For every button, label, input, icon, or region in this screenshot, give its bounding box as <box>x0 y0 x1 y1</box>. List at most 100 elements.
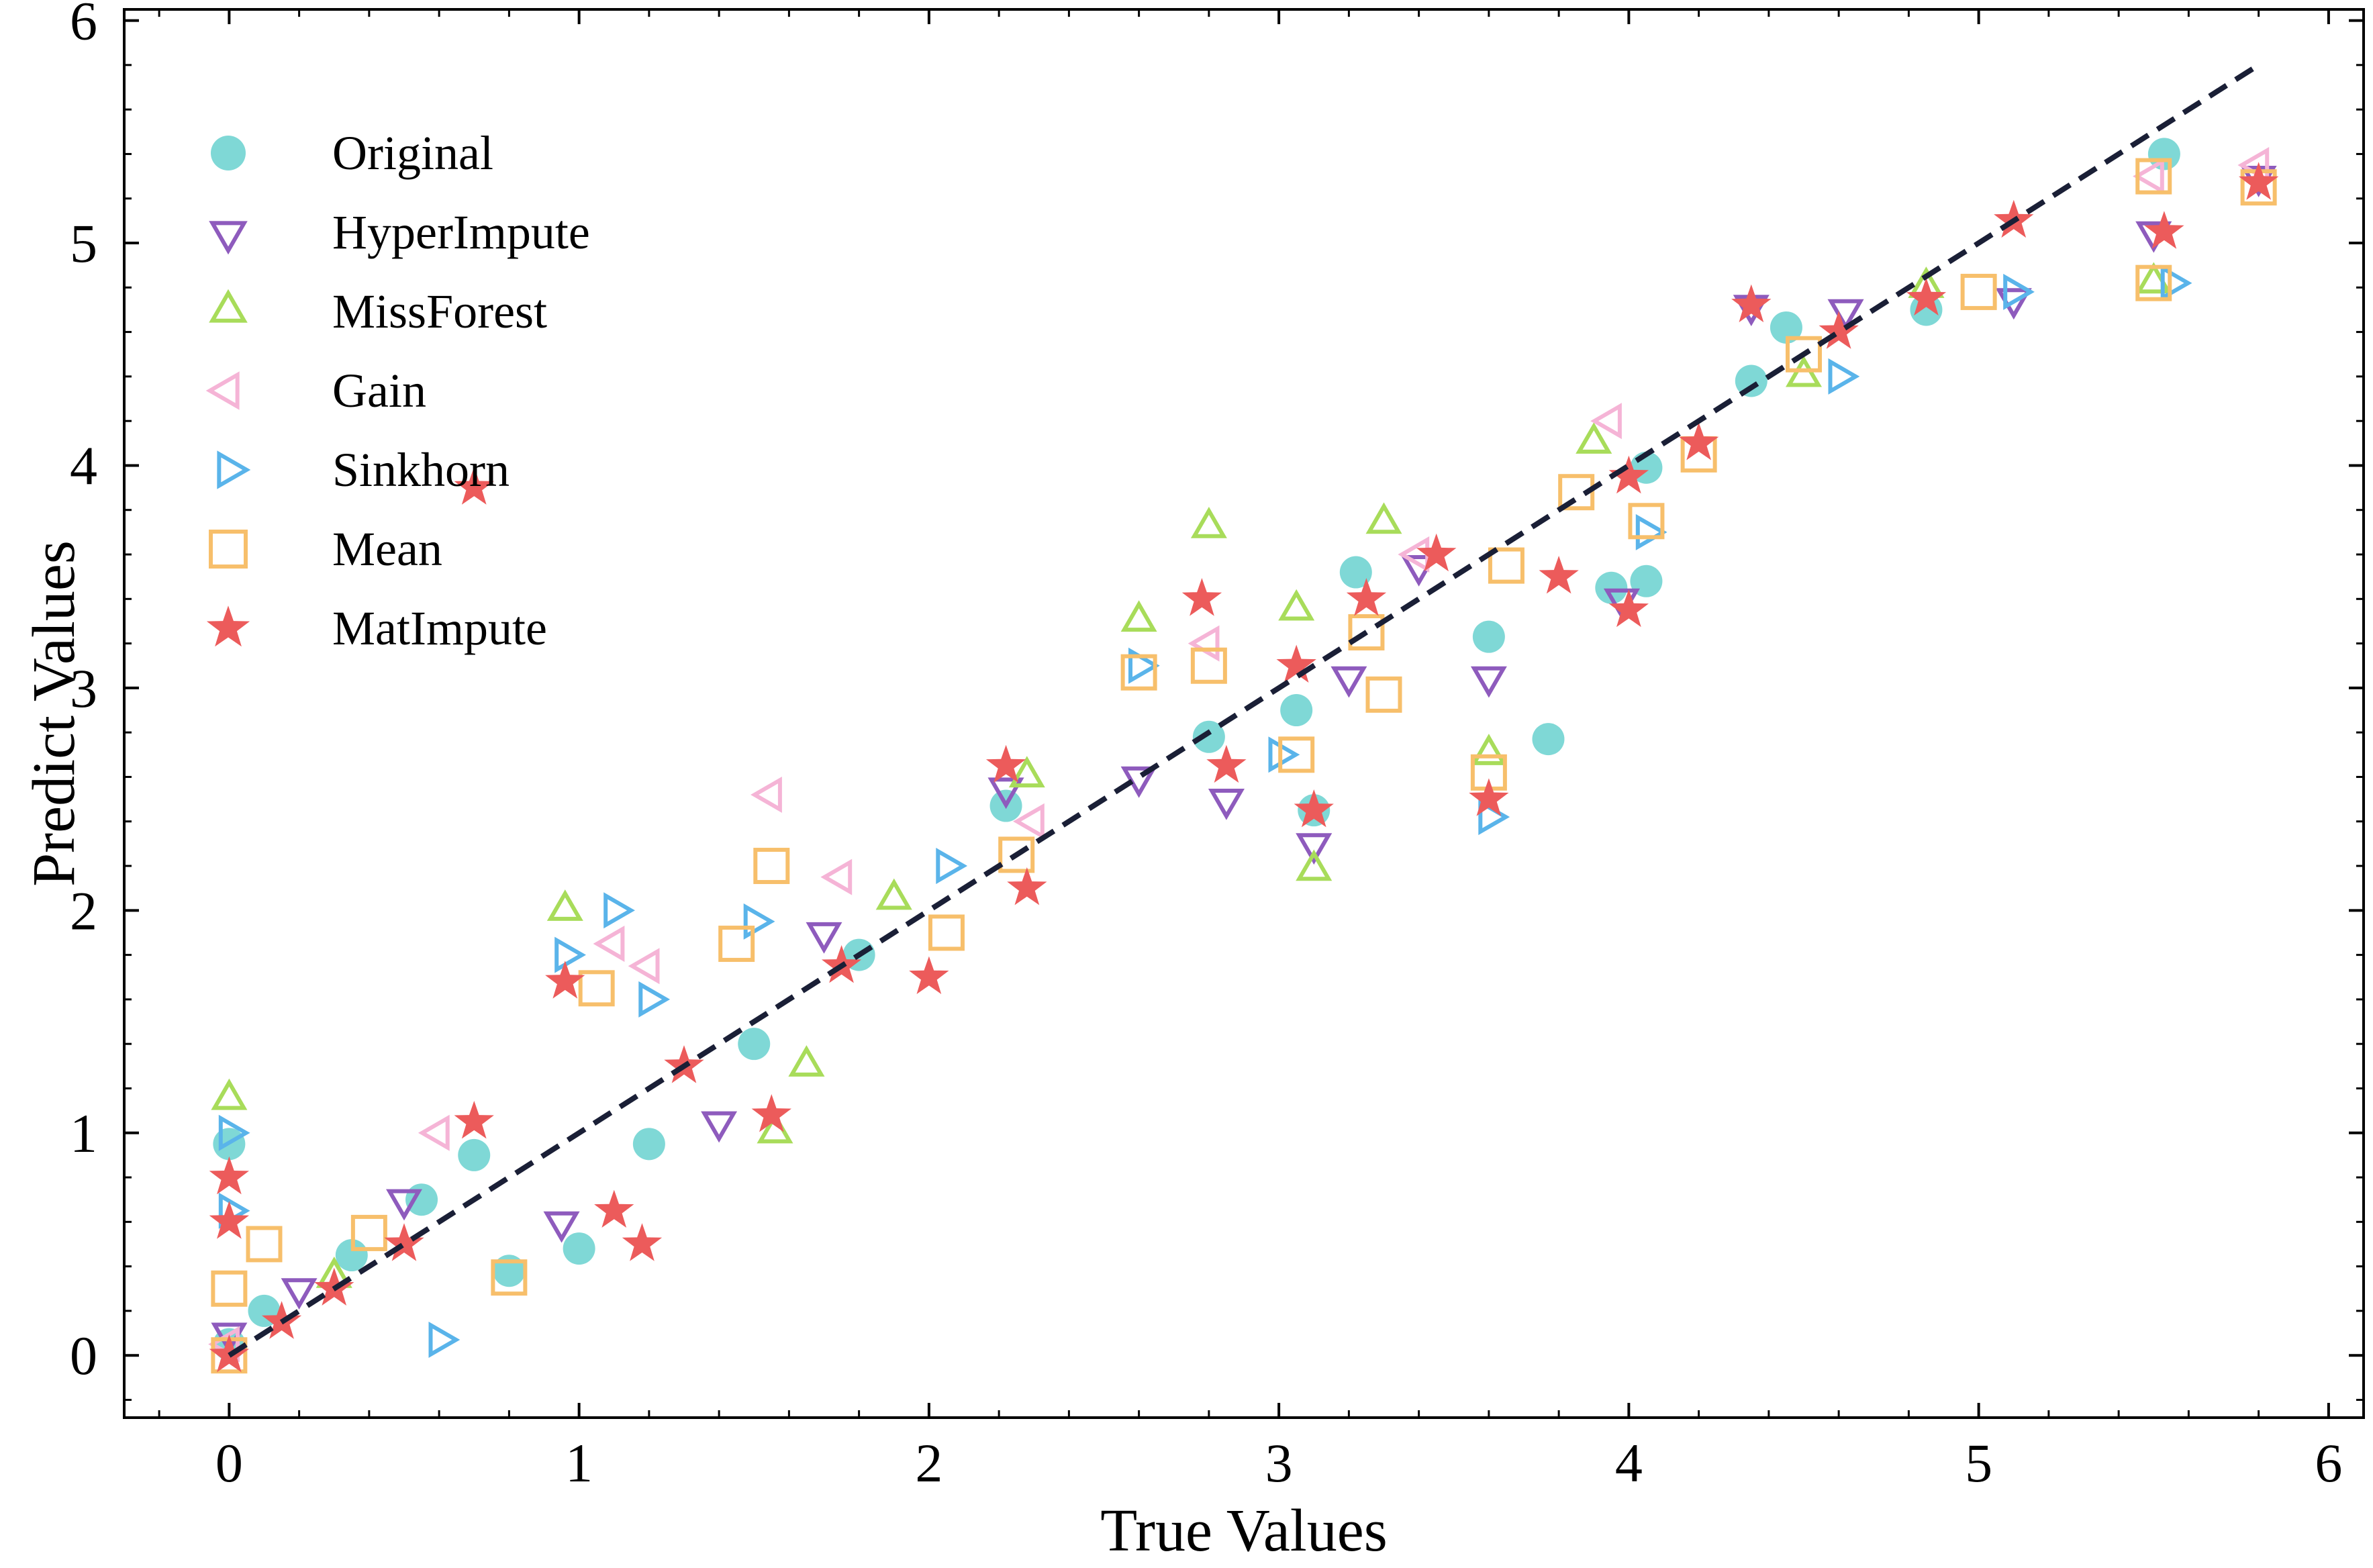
data-point-mean <box>1488 547 1524 584</box>
data-point-matimpute <box>545 961 585 999</box>
y-tick-label: 5 <box>70 213 97 274</box>
data-point-sinkhorn <box>428 1322 461 1358</box>
data-point-matimpute <box>1608 589 1649 628</box>
legend-label: Sinkhorn <box>332 443 510 497</box>
data-point-gain <box>2133 158 2164 195</box>
data-point-matimpute <box>1608 455 1649 494</box>
data-point-matimpute <box>1181 578 1222 616</box>
y-tick-label: 2 <box>70 880 97 941</box>
data-point-sinkhorn <box>2160 264 2192 301</box>
data-point-mean <box>998 836 1035 873</box>
data-point-matimpute <box>1906 277 1947 316</box>
data-point-mean <box>350 1214 387 1251</box>
data-point-sinkhorn <box>218 1114 250 1151</box>
data-point-matimpute <box>209 1201 249 1239</box>
data-point-mean <box>1365 676 1402 713</box>
data-point-matimpute <box>2239 162 2279 200</box>
data-point-mean <box>1348 614 1385 651</box>
data-point-missforest <box>788 1045 825 1077</box>
data-point-mean <box>718 926 755 963</box>
data-point-missforest <box>1008 756 1045 788</box>
y-tick-label: 1 <box>70 1103 97 1164</box>
data-point-matimpute <box>1206 744 1247 783</box>
data-point-original <box>1532 723 1565 756</box>
data-point-original <box>738 1028 771 1061</box>
legend-marker-gain <box>205 371 240 410</box>
data-point-matimpute <box>1416 533 1457 572</box>
legend-marker-matimpute <box>206 605 250 647</box>
data-point-mean <box>578 970 615 1007</box>
data-point-missforest <box>1470 734 1507 765</box>
x-tick-label: 2 <box>915 1432 942 1493</box>
data-point-hyperimpute <box>1296 833 1333 865</box>
data-point-matimpute <box>454 467 494 505</box>
data-point-mean <box>928 914 965 951</box>
data-point-hyperimpute <box>987 777 1024 810</box>
data-point-sinkhorn <box>554 936 587 973</box>
x-tick-label: 4 <box>1615 1432 1643 1493</box>
data-point-gain <box>1590 403 1622 440</box>
data-point-matimpute <box>454 1101 494 1139</box>
legend-marker-sinkhorn <box>217 450 251 489</box>
y-tick-label: 3 <box>70 658 97 719</box>
legend-entry-hyperimpute: HyperImpute <box>209 205 590 259</box>
data-point-hyperimpute <box>806 922 842 954</box>
y-tick-label: 0 <box>70 1325 97 1386</box>
data-point-hyperimpute <box>1330 666 1367 698</box>
axis-ticks: 0 1 2 3 4 5 6 0 1 2 3 4 5 6 <box>70 0 2364 1493</box>
data-point-sinkhorn <box>1828 358 1860 395</box>
data-point-missforest <box>1278 589 1315 621</box>
legend-entry-original: Original <box>211 126 493 180</box>
data-point-hyperimpute <box>386 1189 422 1221</box>
data-point-sinkhorn <box>936 848 968 885</box>
series-mean <box>211 158 2277 1374</box>
data-point-sinkhorn <box>1635 513 1667 550</box>
data-point-matimpute <box>594 1189 634 1228</box>
data-point-sinkhorn <box>2003 273 2035 310</box>
data-point-mean <box>2135 158 2172 195</box>
data-point-hyperimpute <box>543 1211 580 1243</box>
data-point-mean <box>1278 736 1315 773</box>
data-point-original <box>1735 364 1767 397</box>
data-point-original <box>458 1138 491 1171</box>
x-tick-label: 5 <box>1965 1432 1992 1493</box>
data-point-mean <box>1786 336 1822 373</box>
data-point-hyperimpute <box>701 1111 738 1143</box>
legend-marker-missforest <box>209 289 248 323</box>
legend-entry-gain: Gain <box>205 364 426 418</box>
data-point-matimpute <box>1346 578 1387 616</box>
data-point-missforest <box>875 878 912 910</box>
data-point-original <box>405 1183 438 1216</box>
data-point-hyperimpute <box>281 1278 318 1310</box>
data-point-gain <box>820 859 853 895</box>
legend-label: HyperImpute <box>332 205 590 259</box>
data-point-missforest <box>1296 849 1333 881</box>
data-point-mean <box>753 848 790 885</box>
data-point-matimpute <box>1819 311 1859 349</box>
data-point-matimpute <box>209 1156 249 1195</box>
data-point-matimpute <box>751 1094 791 1132</box>
legend: Original HyperImpute MissForest Gain Sinkhor… <box>205 126 590 655</box>
y-tick-label: 4 <box>70 435 97 496</box>
legend-label: Mean <box>332 522 442 576</box>
data-point-original <box>1192 720 1225 753</box>
data-point-mean <box>2135 264 2172 301</box>
legend-label: Gain <box>332 364 426 418</box>
series-gain <box>208 147 2270 1363</box>
data-point-matimpute <box>1276 644 1316 683</box>
data-point-missforest <box>1365 502 1402 534</box>
data-point-mean <box>211 1270 248 1307</box>
data-point-matimpute <box>622 1223 663 1261</box>
data-point-hyperimpute <box>1470 666 1507 698</box>
data-point-mean <box>246 1226 283 1263</box>
data-point-missforest <box>1576 422 1612 454</box>
data-point-original <box>563 1232 595 1265</box>
data-point-hyperimpute <box>1208 789 1245 820</box>
data-point-original <box>1339 556 1372 589</box>
legend-entry-mean: Mean <box>209 522 442 576</box>
data-point-matimpute <box>909 956 949 994</box>
data-point-original <box>632 1128 665 1161</box>
data-point-sinkhorn <box>638 981 671 1018</box>
data-point-matimpute <box>384 1223 424 1261</box>
